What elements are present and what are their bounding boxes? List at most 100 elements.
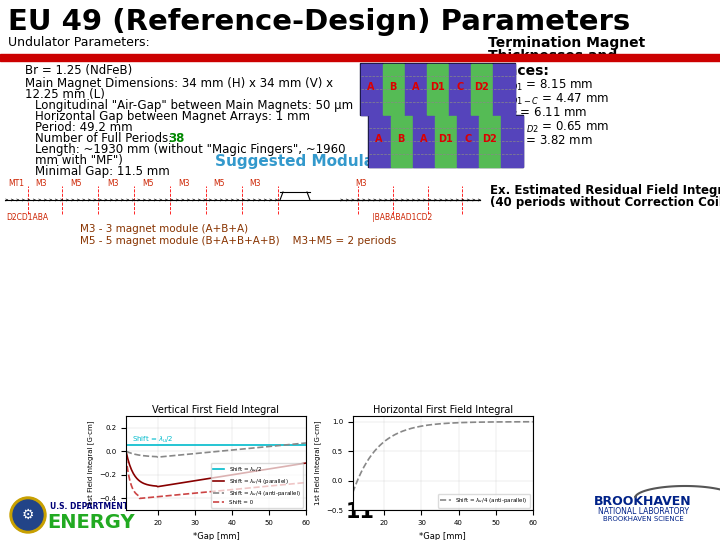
Shift = 0 <box>122 454 130 461</box>
X-axis label: *Gap [mm]: *Gap [mm] <box>193 531 239 540</box>
Text: A: A <box>375 134 383 144</box>
Shift = $\lambda_u$/4 (parallel) <box>153 483 162 490</box>
Text: Horizontal Gap between Magnet Arrays: 1 mm: Horizontal Gap between Magnet Arrays: 1 … <box>35 110 310 123</box>
Text: Ex. Estimated Residual Field Integrals: Ex. Estimated Residual Field Integrals <box>490 184 720 197</box>
Line: Shift = $\lambda_u$/4 (anti-parallel): Shift = $\lambda_u$/4 (anti-parallel) <box>353 422 533 492</box>
Text: M3: M3 <box>35 179 47 188</box>
Legend: Shift = $\lambda_u$/2, Shift = $\lambda_u$/4 (parallel), Shift = $\lambda_u$/4 (: Shift = $\lambda_u$/2, Shift = $\lambda_… <box>211 463 303 508</box>
Text: M3: M3 <box>107 179 119 188</box>
Shift = $\lambda_u$/4 (anti-parallel) <box>156 454 165 460</box>
Circle shape <box>13 500 43 530</box>
Bar <box>0 54 720 61</box>
Text: |BABABAD1CD2: |BABABAD1CD2 <box>372 213 432 222</box>
Bar <box>413 116 434 166</box>
Text: U.S. DEPARTMENT OF: U.S. DEPARTMENT OF <box>50 502 143 511</box>
Bar <box>435 116 456 166</box>
Shift = $\lambda_u$/4 (anti-parallel) <box>294 441 302 447</box>
Shift = $\lambda_u$/4 (anti-parallel) <box>122 448 130 455</box>
Bar <box>570 485 715 530</box>
Shift = $\lambda_u$/2 <box>129 442 138 449</box>
Shift = $\lambda_u$/4 (anti-parallel) <box>348 489 357 496</box>
Text: $\Delta_{C-D2}$ = 0.65 mm: $\Delta_{C-D2}$ = 0.65 mm <box>502 120 609 135</box>
Bar <box>427 64 448 114</box>
Text: Thicknesses and: Thicknesses and <box>488 49 617 63</box>
Shift = $\lambda_u$/2 <box>170 442 179 449</box>
Text: M3: M3 <box>249 179 261 188</box>
Bar <box>360 63 515 115</box>
Text: M5: M5 <box>142 179 153 188</box>
Circle shape <box>10 497 46 533</box>
Bar <box>369 116 390 166</box>
Shift = $\lambda_u$/4 (anti-parallel) <box>302 440 310 446</box>
Text: A: A <box>420 134 427 144</box>
Bar <box>501 116 523 166</box>
Bar <box>480 116 500 166</box>
Text: 11: 11 <box>346 502 374 522</box>
Shift = $\lambda_u$/2 <box>292 442 301 449</box>
Shift = $\lambda_u$/4 (parallel) <box>156 483 165 489</box>
Bar <box>493 64 515 114</box>
Shift = $\lambda_u$/4 (anti-parallel) <box>513 418 522 425</box>
Bar <box>382 64 404 114</box>
Text: D2: D2 <box>474 82 489 92</box>
Shift = $\lambda_u$/2 <box>302 442 310 449</box>
Text: Longitudinal "Air-Gap" between Main Magnets: 50 μm: Longitudinal "Air-Gap" between Main Magn… <box>35 99 353 112</box>
Shift = $\lambda_u$/2 <box>155 442 163 449</box>
Text: $\Delta_{D1-C}$ = 4.47 mm: $\Delta_{D1-C}$ = 4.47 mm <box>502 92 609 107</box>
Shift = $\lambda_u$/2 <box>287 442 295 449</box>
Shift = $\lambda_u$/4 (anti-parallel) <box>528 418 537 425</box>
Shift = $\lambda_u$/4 (parallel) <box>132 475 141 482</box>
Text: D2CD1ABA: D2CD1ABA <box>6 213 48 222</box>
Y-axis label: 1st Field Integral [G·cm]: 1st Field Integral [G·cm] <box>314 421 320 505</box>
Shift = 0 <box>171 492 179 498</box>
Shift = $\lambda_u$/4 (parallel) <box>171 481 179 487</box>
Shift = 0 <box>132 491 141 498</box>
Shift = $\lambda_u$/4 (parallel) <box>294 461 302 468</box>
Bar <box>471 64 492 114</box>
Shift = $\lambda_u$/4 (anti-parallel) <box>171 453 179 459</box>
Shift = $\lambda_u$/4 (parallel) <box>129 470 138 476</box>
Text: Termination Magnet: Termination Magnet <box>488 36 645 50</box>
Text: $\Delta_{C}$ = 6.11 mm: $\Delta_{C}$ = 6.11 mm <box>502 106 588 121</box>
Bar <box>449 64 470 114</box>
Text: BROOKHAVEN SCIENCE: BROOKHAVEN SCIENCE <box>603 516 683 522</box>
Text: EU 49 (Reference-Design) Parameters: EU 49 (Reference-Design) Parameters <box>8 8 630 36</box>
Text: MT1: MT1 <box>8 179 24 188</box>
X-axis label: *Gap [mm]: *Gap [mm] <box>420 531 466 540</box>
Text: BROOKHAVEN: BROOKHAVEN <box>594 495 692 508</box>
Bar <box>405 64 426 114</box>
Text: M5: M5 <box>70 179 81 188</box>
Text: Number of Full Periods:: Number of Full Periods: <box>35 132 176 145</box>
Text: B: B <box>390 82 397 92</box>
Text: Length: ~1930 mm (without "Magic Fingers", ~1960: Length: ~1930 mm (without "Magic Fingers… <box>35 143 346 156</box>
Shift = 0 <box>129 487 138 493</box>
Text: C: C <box>456 82 463 92</box>
Shift = 0 <box>135 495 144 502</box>
Text: Shift = $\lambda_u$/2: Shift = $\lambda_u$/2 <box>132 435 174 445</box>
Line: Shift = $\lambda_u$/4 (parallel): Shift = $\lambda_u$/4 (parallel) <box>126 451 306 487</box>
Shift = $\lambda_u$/4 (anti-parallel) <box>519 418 528 425</box>
Text: D1: D1 <box>438 134 453 144</box>
Shift = $\lambda_u$/2 <box>122 442 130 449</box>
Bar <box>457 116 478 166</box>
Text: M3: M3 <box>355 179 366 188</box>
Title: Vertical First Field Integral: Vertical First Field Integral <box>153 405 279 415</box>
Bar <box>368 115 523 167</box>
Text: ENERGY: ENERGY <box>47 513 135 532</box>
Shift = 0 <box>302 480 310 486</box>
Text: (40 periods without Correction Coils): (40 periods without Correction Coils) <box>490 196 720 209</box>
Shift = $\lambda_u$/4 (anti-parallel) <box>397 429 405 435</box>
Text: D2: D2 <box>482 134 498 144</box>
Legend: Shift = $\lambda_u$/4 (anti-parallel): Shift = $\lambda_u$/4 (anti-parallel) <box>438 494 530 508</box>
Shift = $\lambda_u$/2 <box>132 442 141 449</box>
Bar <box>391 116 412 166</box>
Shift = $\lambda_u$/4 (anti-parallel) <box>153 454 162 461</box>
Shift = $\lambda_u$/4 (anti-parallel) <box>129 450 138 457</box>
Y-axis label: 1st Field Integral [G·cm]: 1st Field Integral [G·cm] <box>87 421 94 505</box>
Text: M5: M5 <box>213 179 225 188</box>
Text: mm with "MF"): mm with "MF") <box>35 154 123 167</box>
Text: Suggested Modular Structure: Suggested Modular Structure <box>215 154 469 169</box>
Line: Shift = 0: Shift = 0 <box>126 457 306 498</box>
Shift = $\lambda_u$/4 (anti-parallel) <box>132 451 141 458</box>
Line: Shift = $\lambda_u$/4 (anti-parallel): Shift = $\lambda_u$/4 (anti-parallel) <box>126 443 306 457</box>
